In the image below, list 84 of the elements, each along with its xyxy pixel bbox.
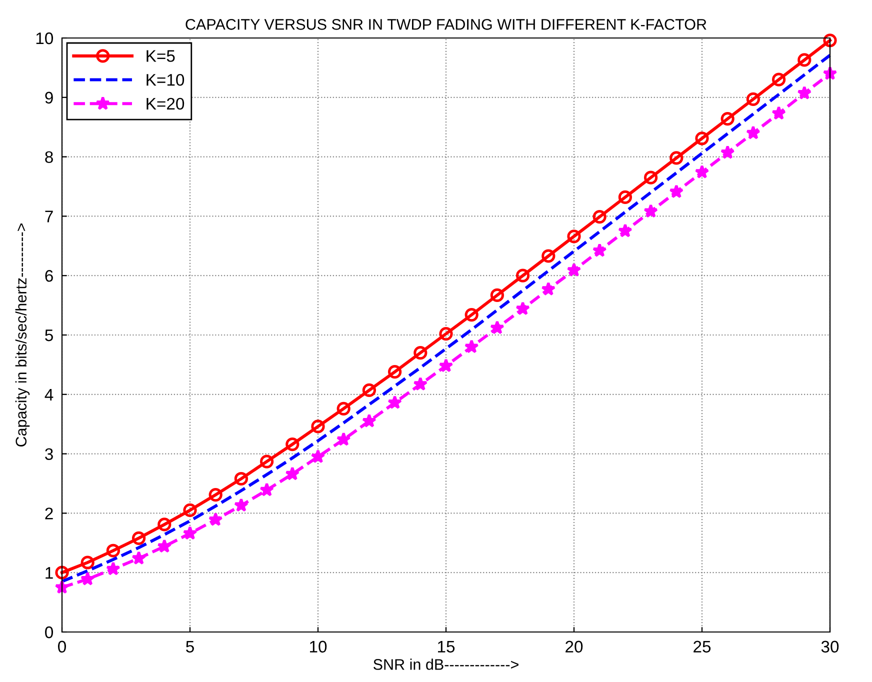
- point: [234, 498, 248, 512]
- point: [414, 346, 428, 360]
- point: [362, 383, 376, 398]
- y-tick-label: 6: [45, 270, 53, 282]
- y-tick-label: 1: [46, 567, 53, 579]
- y-tick-label: 5: [45, 330, 53, 342]
- y-tick-label: 3: [45, 448, 53, 460]
- point: [208, 488, 222, 502]
- point: [132, 550, 146, 565]
- point: [157, 538, 172, 553]
- x-tick-label: 30: [821, 640, 839, 653]
- point: [183, 503, 197, 518]
- x-tick-label: 15: [438, 640, 455, 653]
- x-axis-title: SNR in dB------------->: [374, 658, 518, 670]
- point: [823, 34, 837, 48]
- point: [464, 308, 478, 322]
- point: [80, 572, 95, 586]
- point: [464, 339, 479, 354]
- y-tick-label: 2: [45, 508, 53, 520]
- point: [567, 230, 581, 244]
- point: [516, 268, 530, 282]
- point: [362, 414, 376, 428]
- point: [260, 482, 274, 496]
- point: [158, 518, 172, 532]
- point: [694, 164, 710, 179]
- point: [490, 320, 504, 334]
- point: [336, 402, 350, 416]
- point: [772, 72, 786, 86]
- point: [286, 437, 300, 452]
- point: [285, 466, 300, 480]
- x-tick-label: 25: [694, 640, 711, 653]
- point: [132, 531, 146, 545]
- point: [541, 282, 556, 296]
- point: [106, 562, 120, 576]
- x-tick-label: 5: [186, 640, 194, 653]
- point: [720, 145, 735, 159]
- x-tick-label: 0: [58, 640, 66, 653]
- point: [592, 243, 607, 257]
- point: [644, 204, 658, 218]
- point: [234, 472, 248, 486]
- point: [566, 262, 582, 277]
- legend-label: K=5: [146, 50, 175, 62]
- point: [490, 288, 504, 302]
- point: [106, 544, 120, 558]
- y-axis-title: Capacity in bits/sec/hertz--------->: [15, 223, 30, 446]
- point: [182, 526, 198, 540]
- y-tick-label: 4: [44, 388, 54, 400]
- point: [772, 106, 786, 120]
- point: [720, 112, 734, 126]
- point: [388, 395, 402, 410]
- point: [336, 432, 351, 446]
- point: [669, 184, 684, 198]
- point: [542, 249, 556, 263]
- point: [310, 449, 326, 464]
- point: [618, 190, 632, 204]
- point: [618, 224, 632, 238]
- point: [798, 53, 812, 67]
- point: [797, 86, 812, 100]
- point: [413, 376, 428, 391]
- point: [439, 327, 453, 341]
- point: [55, 566, 69, 580]
- legend-label: K=20: [146, 98, 184, 110]
- point: [695, 132, 709, 146]
- y-tick-label: 9: [45, 92, 53, 104]
- x-tick-label: 20: [566, 640, 583, 653]
- y-tick-label: 10: [36, 32, 54, 44]
- point: [388, 365, 402, 379]
- point: [208, 512, 223, 526]
- point: [746, 126, 760, 140]
- point: [592, 210, 606, 224]
- point: [260, 454, 274, 468]
- point: [746, 92, 760, 106]
- x-tick-label: 10: [310, 640, 327, 653]
- y-tick-label: 0: [45, 626, 54, 638]
- chart-title: CAPACITY VERSUS SNR IN TWDP FADING WITH DIFFERENT K-FACTOR: [186, 19, 706, 30]
- point: [438, 358, 454, 372]
- point: [311, 420, 325, 434]
- y-tick-label: 7: [45, 210, 53, 222]
- point: [644, 170, 658, 184]
- point: [80, 556, 94, 570]
- point: [516, 301, 530, 316]
- y-tick-label: 8: [45, 151, 53, 164]
- point: [670, 151, 684, 165]
- legend-label: K=10: [146, 74, 184, 86]
